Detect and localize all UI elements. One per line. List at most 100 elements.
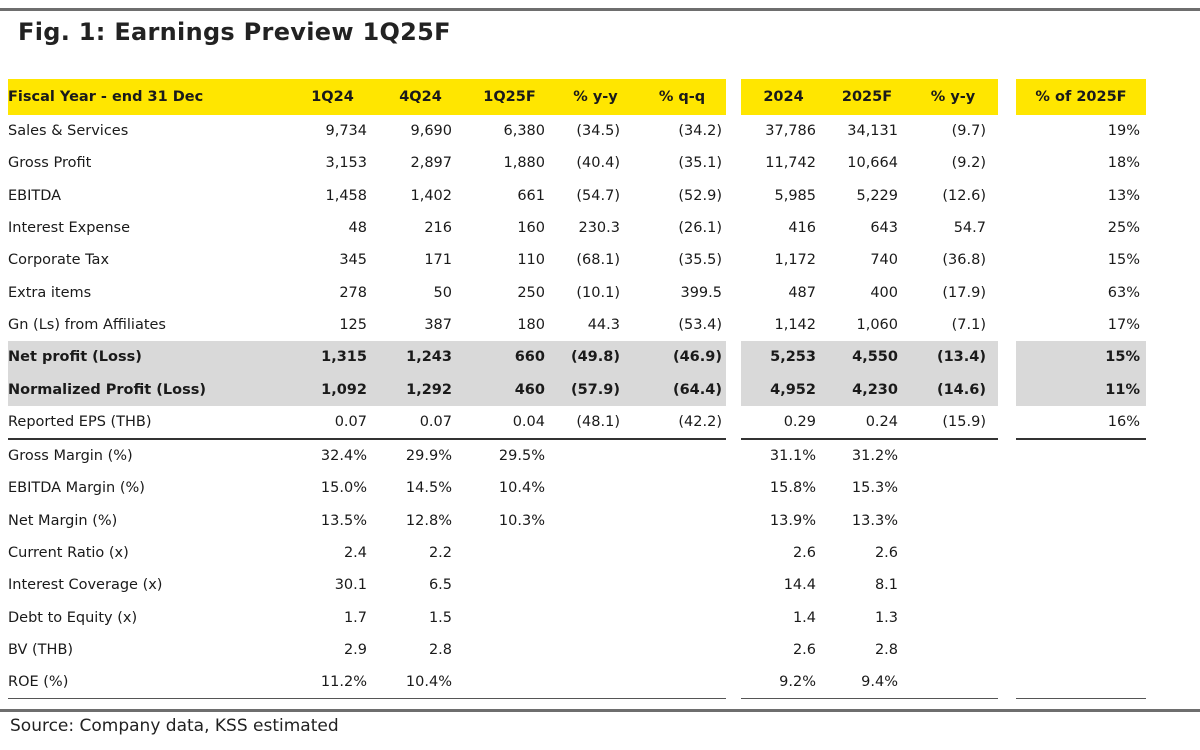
value-cell: 1.3 [874,609,898,626]
value-cell: 13.5% [320,512,367,529]
value-cell: (57.9) [553,373,638,406]
value-cell: (10.1) [576,284,620,301]
value-cell: 1,292 [375,373,466,406]
table-row: Gross Margin (%) 32.4% 29.9% 29.5% 31.1% 31.2… [8,439,1146,472]
value-cell [908,634,998,666]
value-cell [466,601,553,633]
value-cell: 230.3 [578,220,620,237]
value-cell: 1,172 [774,252,816,269]
value-cell: (54.7) [576,187,620,204]
value-cell: 5,253 [741,341,826,374]
column-gap [998,439,1016,472]
value-cell: 1,880 [503,155,545,172]
value-cell: 25% [1107,220,1140,237]
column-gap [998,341,1016,374]
row-label: Net profit (Loss) [8,341,290,374]
value-cell: 250 [517,284,545,301]
value-cell: 37,786 [765,123,816,140]
figure-title: Fig. 1: Earnings Preview 1Q25F [18,18,451,46]
value-cell: 9,690 [410,123,452,140]
value-cell [466,666,553,700]
value-cell [908,569,998,601]
table-row: Net Margin (%) 13.5% 12.8% 10.3% 13.9% 13.3% [8,505,1146,537]
value-cell: 10,664 [847,155,898,172]
value-cell: 643 [870,220,898,237]
column-gap [726,180,741,212]
value-cell [908,505,998,537]
column-gap [998,309,1016,341]
column-gap [726,666,741,699]
value-cell: 13.3% [851,512,898,529]
value-cell: 32.4% [320,448,367,465]
column-gap [726,634,741,666]
value-cell: 63% [1107,284,1140,301]
value-cell: 661 [517,187,545,204]
column-gap [726,276,741,308]
value-cell: (14.6) [908,373,998,406]
column-gap [726,244,741,276]
column-gap [998,406,1016,439]
column-gap [726,341,741,374]
value-cell: 11% [1016,373,1146,406]
row-label: Gn (Ls) from Affiliates [8,316,166,333]
value-cell [908,601,998,633]
value-cell: (35.5) [678,252,722,269]
value-cell: 660 [466,341,553,374]
value-cell [1016,439,1146,472]
value-cell [1016,537,1146,569]
value-cell: (36.8) [942,252,986,269]
value-cell: 11,742 [765,155,816,172]
column-gap [998,601,1016,633]
column-gap [726,439,741,472]
column-gap [998,147,1016,179]
table-row: Net profit (Loss) 1,315 1,243 660 (49.8) (46.… [8,341,1146,374]
value-cell: 29.5% [498,448,545,465]
value-cell: 13.9% [769,512,816,529]
value-cell: (48.1) [553,405,638,440]
table-row: ROE (%) 11.2% 10.4% 9.2% 9.4% [8,666,1146,700]
table-row: Corporate Tax 345 171 110 (68.1) (35.5) 1,172 7… [8,244,1146,276]
column-gap [998,472,1016,504]
value-cell: (35.1) [678,155,722,172]
value-cell [1016,505,1146,537]
value-cell: (9.7) [951,123,986,140]
value-cell [638,634,726,666]
value-cell: (13.4) [908,341,998,374]
table-row: EBITDA Margin (%) 15.0% 14.5% 10.4% 15.8% 15.… [8,472,1146,504]
header-cell: 1Q24 [290,79,375,115]
column-gap [998,276,1016,308]
table-row: Gn (Ls) from Affiliates 125 387 180 44.3 (53.… [8,309,1146,341]
value-cell: 19% [1107,123,1140,140]
row-label: Interest Coverage (x) [8,577,163,594]
row-label: EBITDA [8,187,62,204]
value-cell: 125 [339,316,367,333]
row-label: Interest Expense [8,220,131,237]
table-row: Debt to Equity (x) 1.7 1.5 1.4 1.3 [8,601,1146,633]
value-cell: 0.07 [375,405,466,440]
value-cell [466,634,553,666]
column-gap [998,180,1016,212]
value-cell: (68.1) [576,252,620,269]
value-cell [553,472,638,504]
row-label: Sales & Services [8,123,129,140]
value-cell [908,537,998,569]
column-gap [998,212,1016,244]
value-cell: 15.0% [320,480,367,497]
value-cell: (53.4) [678,316,722,333]
column-gap [998,373,1016,406]
value-cell [1016,666,1146,700]
header-cell: 2024 [741,79,826,115]
value-cell: (46.9) [638,341,726,374]
row-label: BV (THB) [8,641,74,658]
value-cell: 1,060 [856,316,898,333]
value-cell: 0.07 [290,405,375,440]
value-cell [638,569,726,601]
source-note: Source: Company data, KSS estimated [10,716,339,736]
value-cell: 2.2 [428,545,452,561]
column-gap [726,505,741,537]
table-row: EBITDA 1,458 1,402 661 (54.7) (52.9) 5,985 5,22… [8,180,1146,212]
table-row: Extra items 278 50 250 (10.1) 399.5 487 400 (17.… [8,276,1146,308]
value-cell: 6,380 [503,123,545,140]
value-cell: 171 [424,252,452,269]
value-cell [1016,601,1146,633]
